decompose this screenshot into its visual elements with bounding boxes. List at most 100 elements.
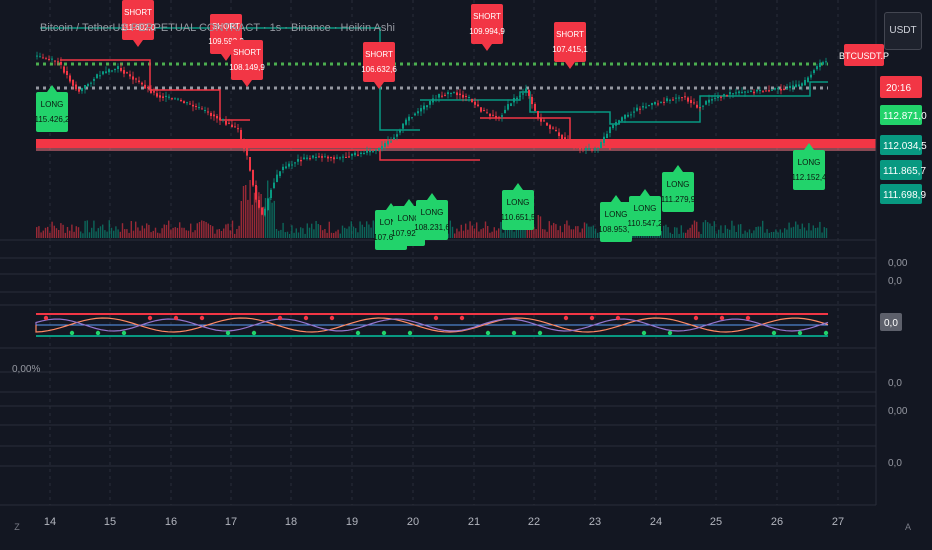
volume-bar — [44, 227, 47, 238]
volume-bar — [282, 222, 284, 238]
long-label-box — [416, 200, 448, 240]
volume-bar — [555, 224, 557, 238]
candle-body — [84, 85, 86, 89]
candle-body — [165, 95, 167, 97]
short-label-pointer — [133, 40, 143, 47]
volume-bar — [214, 233, 216, 238]
volume-bar — [465, 223, 467, 238]
long-label-pointer — [673, 165, 683, 172]
candle-body — [753, 91, 755, 94]
volume-bar — [91, 227, 93, 238]
signal-label-text: LONG — [380, 218, 403, 227]
candle-body — [324, 156, 326, 158]
candle-body — [192, 104, 194, 107]
candle-body — [96, 74, 98, 79]
candle-body — [471, 98, 473, 103]
volume-bar — [157, 232, 159, 238]
volume-bar — [363, 227, 366, 238]
candle-body — [582, 148, 584, 150]
osc-signal-dot — [69, 330, 75, 336]
candle-body — [558, 132, 560, 136]
candle-body — [588, 148, 590, 150]
candle-body — [297, 159, 299, 162]
volume-bar — [722, 233, 724, 238]
volume-bar — [471, 225, 473, 238]
candle-body — [456, 92, 458, 96]
candle-body — [294, 162, 296, 164]
candle-body — [138, 80, 140, 82]
volume-bar — [242, 186, 245, 238]
candle-body — [87, 84, 89, 87]
volume-bar — [779, 229, 781, 238]
long-label-box — [600, 202, 632, 242]
volume-bar — [755, 227, 757, 238]
volume-bar — [273, 200, 275, 238]
volume-bar — [544, 229, 546, 238]
volume-bar — [671, 234, 674, 238]
volume-bar — [559, 225, 561, 238]
price-label: 111.865,7 — [883, 166, 926, 177]
candle-body — [720, 96, 722, 98]
volume-bar — [269, 197, 271, 238]
zoom-scale-button[interactable]: Z — [14, 522, 20, 532]
volume-bar — [128, 232, 130, 238]
long-signal-label: LONG 112.152,4 — [792, 143, 827, 190]
candle-body — [804, 80, 806, 86]
candle-body — [663, 101, 665, 103]
volume-bar — [201, 220, 203, 238]
candle-body — [690, 100, 692, 103]
candle-body — [585, 148, 587, 150]
volume-bar — [102, 224, 104, 238]
volume-bar — [49, 232, 51, 238]
candle-body — [252, 170, 254, 186]
candle-body — [75, 84, 77, 90]
auto-scale-button[interactable]: A — [904, 522, 911, 532]
volume-bar — [194, 230, 196, 238]
candle-body — [816, 66, 818, 70]
long-signal-label: LONG 111.279,9 — [661, 165, 696, 212]
volume-bar — [803, 227, 806, 238]
candle-body — [786, 88, 788, 89]
candle-body — [198, 107, 200, 109]
candle-body — [660, 101, 662, 103]
candle-body — [237, 128, 239, 130]
osc-signal-dot — [719, 315, 725, 321]
candle-body — [711, 99, 713, 101]
volume-bar — [801, 223, 803, 238]
candle-body — [390, 141, 392, 143]
volume-bar — [99, 226, 102, 238]
volume-bar — [361, 224, 363, 238]
candle-body — [714, 97, 716, 99]
volume-bar — [487, 226, 489, 238]
candle-body — [822, 62, 824, 65]
candle-body — [435, 99, 437, 101]
volume-bar — [229, 230, 231, 238]
signal-label-text: SHORT — [473, 12, 501, 21]
currency-button[interactable]: USDT — [884, 12, 922, 50]
volume-bar — [370, 227, 372, 238]
resistance-band-edge — [36, 148, 882, 151]
volume-bar — [218, 229, 220, 238]
candle-body — [504, 109, 506, 114]
osc-fast-line — [35, 317, 829, 333]
volume-bar — [36, 227, 38, 238]
long-label-box — [36, 92, 68, 132]
volume-bar — [564, 224, 566, 238]
volume-bar — [768, 232, 770, 238]
time-axis-label: 27 — [832, 516, 844, 528]
volume-bar — [146, 223, 148, 238]
candle-body — [555, 130, 557, 131]
candle-body — [468, 97, 470, 98]
osc-signal-dot — [771, 330, 777, 336]
volume-bar — [170, 229, 172, 238]
signal-label-price: 111.279,9 — [661, 195, 696, 204]
candle-body — [135, 78, 137, 80]
price-label: 111.698,9 — [883, 190, 926, 201]
short-label-box — [122, 0, 154, 40]
candle-body — [108, 69, 110, 73]
candle-body — [282, 166, 284, 170]
long-label-box — [793, 150, 825, 190]
volume-bar — [93, 220, 95, 238]
long-label-box — [629, 196, 661, 236]
